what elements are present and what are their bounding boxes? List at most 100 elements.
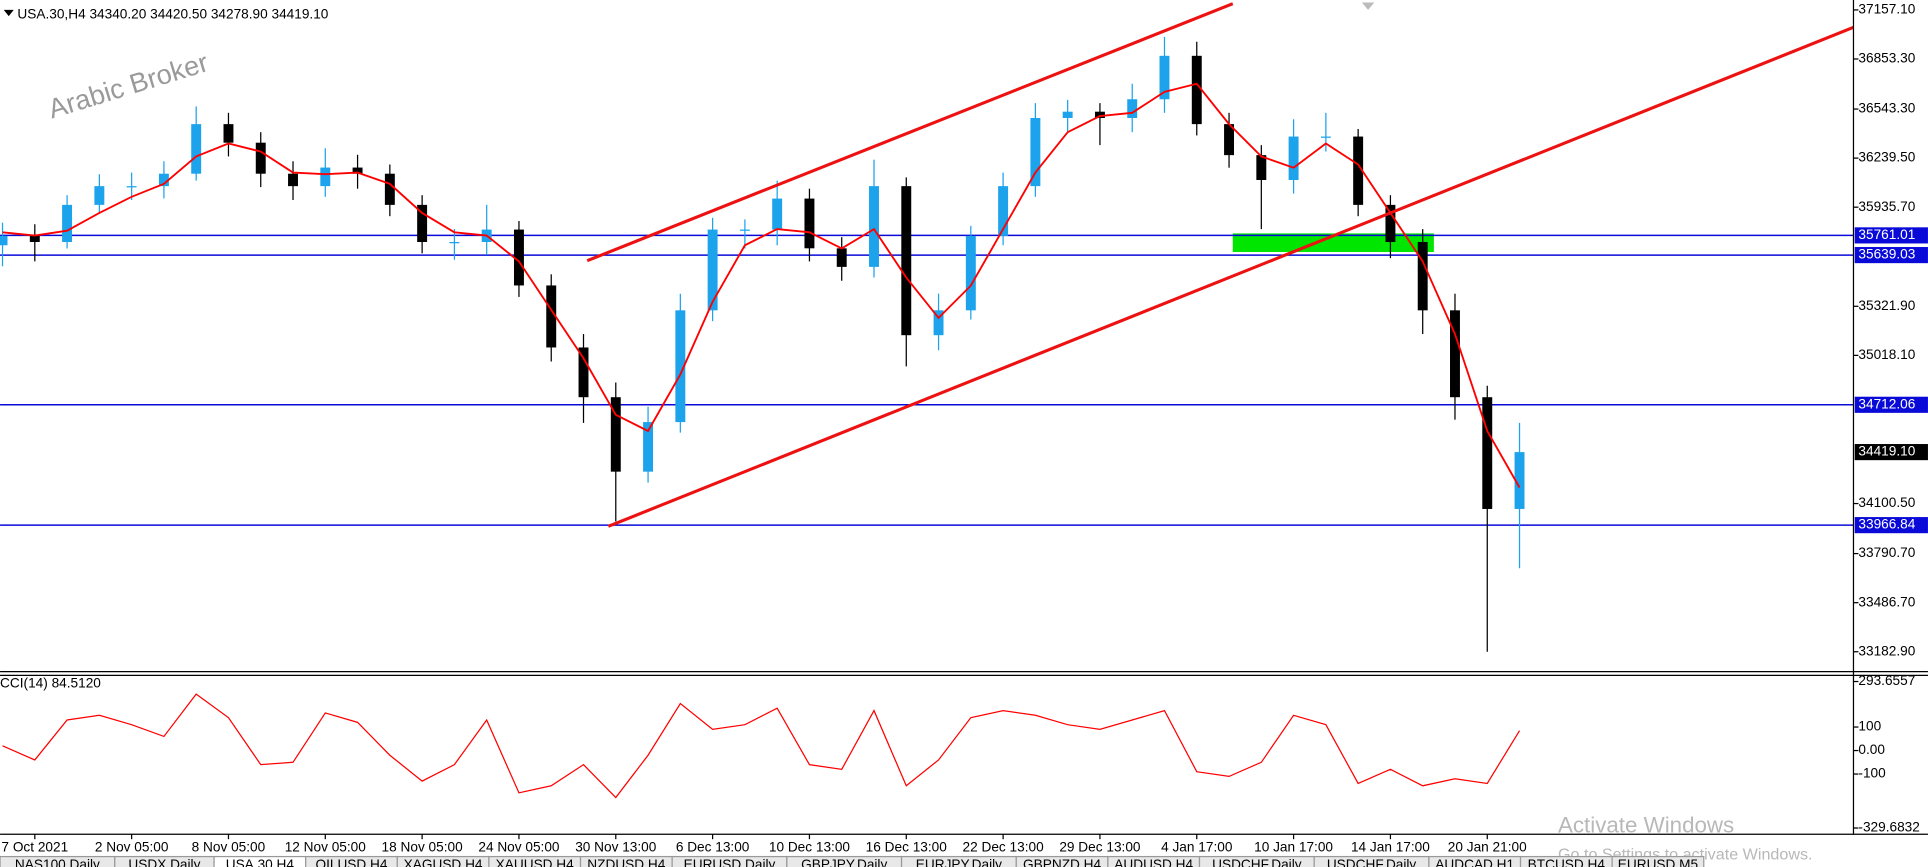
candle-body: [126, 186, 137, 188]
tab-label: OILUSD,H4: [315, 857, 387, 867]
candle-body: [1127, 99, 1138, 118]
candle-body: [384, 173, 395, 205]
y-tick-label: 35321.90: [1858, 298, 1915, 313]
trend-line: [607, 25, 1855, 528]
candle-body: [1417, 242, 1428, 311]
x-tick-label: 4 Jan 17:00: [1161, 839, 1233, 854]
x-tick-label: 12 Nov 05:00: [285, 839, 367, 854]
candle-body: [417, 204, 428, 243]
x-tick-label: 18 Nov 05:00: [382, 839, 464, 854]
candle-body: [1224, 124, 1235, 156]
x-tick-label: 8 Nov 05:00: [192, 839, 266, 854]
tab-label: EURJPY,Daily: [916, 857, 1002, 867]
candle-body: [1288, 136, 1299, 181]
candle-body: [255, 142, 266, 174]
y-tick-label: 36543.30: [1858, 101, 1915, 116]
candle-body: [29, 235, 40, 243]
tab-label: GBPNZD,H4: [1023, 857, 1101, 867]
candle-body: [1320, 136, 1331, 138]
candle-body: [1159, 55, 1170, 100]
x-tick-label: 14 Jan 17:00: [1351, 839, 1430, 854]
candle-body: [546, 285, 557, 348]
tab[interactable]: [1611, 855, 1705, 867]
candle-body: [94, 186, 105, 205]
candle-body: [965, 235, 976, 311]
x-tick-label: 29 Dec 13:00: [1059, 839, 1141, 854]
candle-body: [578, 347, 589, 398]
y-tick-label: 100: [1858, 719, 1881, 734]
level-label: 35639.03: [1858, 247, 1915, 262]
y-tick-label: 33790.70: [1858, 545, 1915, 560]
moving-average: [2, 82, 1521, 488]
candle-body: [869, 186, 879, 267]
x-tick-label: 6 Dec 13:00: [676, 839, 750, 854]
chart-title: CCI(14) 84.5120: [0, 676, 101, 691]
level-label: 34712.06: [1858, 396, 1915, 411]
y-tick-label: 35018.10: [1858, 347, 1915, 362]
tab-label: NZDUSD,H4: [587, 857, 665, 867]
tab-label: USDX,Daily: [128, 857, 200, 867]
candle-body: [1450, 310, 1460, 398]
candle-body: [0, 235, 8, 246]
candle-body: [610, 397, 621, 472]
tab-label: BTCUSD,H4: [1528, 857, 1606, 867]
chart-marker: [3, 9, 14, 17]
tab-bar: NAS100,Daily USDX,Daily USA.30,H4 OILUSD,H4…: [0, 855, 1705, 867]
y-tick-label: -100: [1858, 766, 1886, 781]
y-tick-label: 36853.30: [1858, 51, 1915, 66]
x-tick-label: 16 Dec 13:00: [866, 839, 948, 854]
candle-body: [1256, 155, 1267, 181]
candle-body: [288, 173, 298, 187]
candle-body: [352, 167, 363, 174]
candle-body: [1094, 111, 1105, 118]
level-label-box: [1854, 247, 1928, 264]
level-label-box: [1854, 396, 1928, 413]
candle-body: [933, 310, 944, 336]
x-tick-label: 10 Dec 13:00: [769, 839, 851, 854]
x-tick-label: 30 Nov 13:00: [575, 839, 657, 854]
level-label: 35761.01: [1858, 227, 1915, 242]
candle-body: [223, 124, 234, 143]
trend-line: [586, 2, 1234, 263]
x-tick-label: 22 Dec 13:00: [963, 839, 1045, 854]
tab-label: NAS100,Daily: [15, 857, 100, 867]
tab-label: GBPJPY,Daily: [801, 857, 887, 867]
candle-body: [675, 310, 686, 423]
y-tick-label: 33182.90: [1858, 643, 1915, 658]
candle-body: [191, 124, 202, 174]
cci-line: [2, 693, 1521, 799]
candle-body: [998, 186, 1009, 236]
zone: [1232, 233, 1434, 253]
candle-body: [739, 229, 750, 231]
candle-body: [804, 198, 815, 249]
candle-body: [901, 186, 912, 336]
y-tick-label: 293.6557: [1858, 673, 1915, 688]
tab-label: USA.30,H4: [226, 857, 295, 867]
tab-label: XAGUSD,H4: [404, 857, 483, 867]
level-label-box: [1854, 517, 1928, 534]
x-tick-label: 24 Nov 05:00: [478, 839, 560, 854]
tab-label: EURUSD,M5: [1618, 857, 1699, 867]
y-tick-label: 36239.50: [1858, 150, 1915, 165]
tab-label: USDCHF,Daily: [1212, 857, 1302, 867]
tab-label: XAUUSD,H4: [496, 857, 574, 867]
tab-label: AUDCAD,H1: [1435, 857, 1514, 867]
level-label: 33966.84: [1858, 517, 1915, 532]
candle-body: [1514, 452, 1525, 509]
y-tick-label: 35935.70: [1858, 199, 1915, 214]
current-price-label: 34419.10: [1858, 444, 1915, 459]
candle-body: [1030, 117, 1041, 187]
candle-body: [158, 173, 169, 187]
candle-body: [772, 198, 783, 230]
tab-label: EURUSD,Daily: [684, 857, 776, 867]
current-price-box: [1854, 444, 1928, 461]
candle-body: [1385, 204, 1396, 243]
candle-body: [320, 167, 331, 187]
candle-body: [1191, 55, 1202, 125]
tab-label: USDCHF,Daily: [1327, 857, 1417, 867]
candle-body: [707, 229, 718, 311]
x-tick-label: 7 Oct 2021: [1, 839, 68, 854]
